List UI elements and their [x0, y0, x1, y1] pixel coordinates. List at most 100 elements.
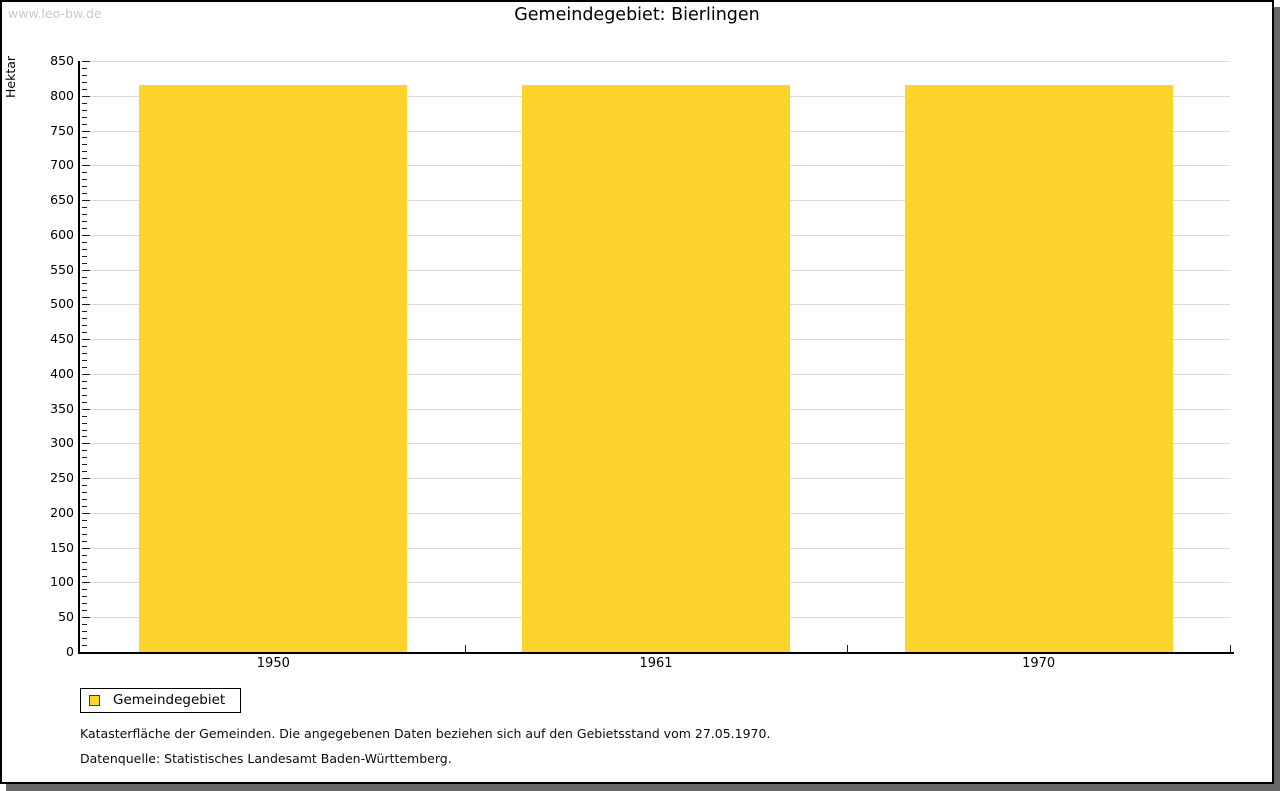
gridline-850 [82, 61, 1230, 62]
y-major-tick-600 [82, 234, 90, 236]
legend: Gemeindegebiet [80, 688, 242, 713]
x-category-label-1961: 1961 [639, 656, 673, 671]
y-minor-tick [82, 499, 87, 501]
y-minor-tick [82, 74, 87, 76]
y-major-tick-550 [82, 269, 90, 271]
y-major-tick-500 [82, 304, 90, 306]
y-minor-tick [82, 519, 87, 521]
y-minor-tick [82, 255, 87, 257]
y-tick-label-800: 800 [50, 87, 74, 103]
y-minor-tick [82, 318, 87, 320]
y-minor-tick [82, 332, 87, 334]
bar-1961 [522, 84, 790, 652]
y-minor-tick [82, 471, 87, 473]
y-minor-tick [82, 283, 87, 285]
y-minor-tick [82, 151, 87, 153]
y-minor-tick [82, 554, 87, 556]
y-minor-tick [82, 325, 87, 327]
y-minor-tick [82, 88, 87, 90]
y-tick-label-750: 750 [50, 122, 74, 138]
y-minor-tick [82, 638, 87, 640]
y-minor-tick [82, 227, 87, 229]
y-tick-label-200: 200 [50, 504, 74, 520]
y-minor-tick [82, 394, 87, 396]
y-tick-label-850: 850 [50, 53, 74, 68]
y-tick-label-50: 50 [58, 609, 74, 625]
y-minor-tick [82, 248, 87, 250]
y-minor-tick [82, 276, 87, 278]
y-minor-tick [82, 172, 87, 174]
y-minor-tick [82, 67, 87, 69]
y-minor-tick [82, 429, 87, 431]
y-tick-label-350: 350 [50, 400, 74, 416]
x-category-label-1970: 1970 [1022, 656, 1056, 671]
bar-1970 [904, 84, 1173, 652]
y-minor-tick [82, 81, 87, 83]
y-minor-tick [82, 290, 87, 292]
y-minor-tick [82, 297, 87, 299]
y-minor-tick [82, 366, 87, 368]
legend-label: Gemeindegebiet [113, 692, 226, 708]
y-minor-tick [82, 380, 87, 382]
y-minor-tick [82, 193, 87, 195]
y-tick-label-150: 150 [50, 539, 74, 555]
footnote-datasource: Datenquelle: Statistisches Landesamt Bad… [80, 751, 452, 766]
y-minor-tick [82, 492, 87, 494]
y-minor-tick [82, 207, 87, 208]
y-major-tick-450 [82, 339, 90, 341]
y-axis-line [78, 61, 80, 654]
bar-1950 [139, 84, 408, 652]
x-axis-tick [464, 645, 466, 652]
y-minor-tick [82, 213, 87, 215]
y-tick-label-0: 0 [66, 644, 74, 659]
y-tick-label-650: 650 [50, 192, 74, 208]
y-minor-tick [82, 102, 87, 104]
x-axis-tick [847, 645, 849, 652]
y-major-tick-700 [82, 165, 90, 167]
y-minor-tick [82, 505, 87, 507]
y-minor-tick [82, 603, 87, 605]
chart-title: Gemeindegebiet: Bierlingen [514, 5, 760, 25]
y-minor-tick [82, 353, 87, 355]
y-minor-tick [82, 262, 87, 264]
y-major-tick-150 [82, 547, 90, 549]
y-major-tick-300 [82, 443, 90, 445]
legend-swatch [89, 695, 100, 706]
y-minor-tick [82, 401, 87, 403]
y-major-tick-650 [82, 200, 90, 202]
watermark: www.leo-bw.de [8, 6, 102, 21]
y-minor-tick [82, 311, 87, 313]
y-minor-tick [82, 359, 87, 361]
y-minor-tick [82, 624, 87, 626]
y-tick-label-550: 550 [50, 261, 74, 277]
x-axis-line [78, 652, 1234, 654]
y-major-tick-400 [82, 373, 90, 375]
y-minor-tick [82, 561, 87, 563]
y-minor-tick [82, 179, 87, 181]
y-axis-label: Hektar [3, 55, 18, 99]
y-major-tick-850 [82, 61, 90, 62]
y-tick-label-600: 600 [50, 226, 74, 242]
y-major-tick-250 [82, 478, 90, 480]
y-minor-tick [82, 241, 87, 243]
y-minor-tick [82, 568, 87, 570]
y-tick-label-300: 300 [50, 435, 74, 451]
y-major-tick-200 [82, 512, 90, 514]
y-major-tick-750 [82, 130, 90, 132]
y-tick-label-450: 450 [50, 331, 74, 347]
y-minor-tick [82, 422, 87, 424]
y-minor-tick [82, 533, 87, 535]
y-minor-tick [82, 186, 87, 188]
x-category-label-1950: 1950 [256, 656, 290, 671]
y-minor-tick [82, 575, 87, 577]
y-minor-tick [82, 485, 87, 487]
y-minor-tick [82, 631, 87, 633]
y-minor-tick [82, 589, 87, 591]
y-minor-tick [82, 346, 87, 348]
x-axis-end-tick [1230, 645, 1231, 652]
y-tick-label-400: 400 [50, 365, 74, 381]
y-tick-label-250: 250 [50, 470, 74, 486]
y-minor-tick [82, 540, 87, 542]
y-minor-tick [82, 144, 87, 146]
